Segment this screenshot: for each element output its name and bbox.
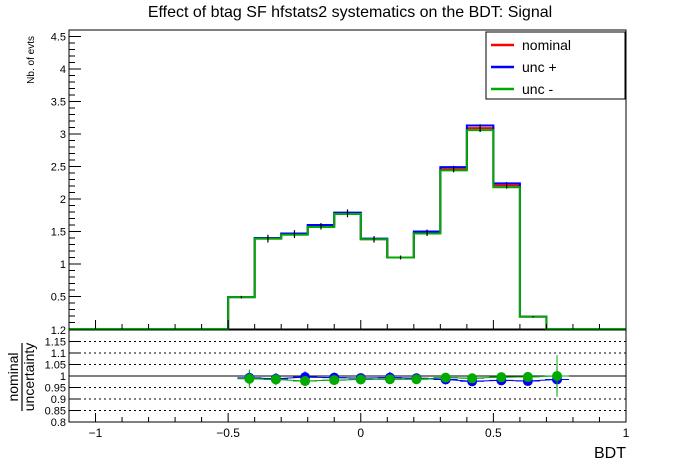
ratio-point (522, 371, 533, 382)
x-tick-label: 0 (357, 426, 364, 440)
histogram-unc-minus (69, 129, 626, 330)
y-tick-label: 4 (60, 64, 66, 76)
chart-title: Effect of btag SF hfstats2 systematics o… (148, 4, 552, 21)
y-tick-label: 1.5 (51, 227, 66, 239)
ratio-point (300, 376, 311, 387)
y-tick-label: 3 (60, 129, 66, 141)
y-tick-label: 0.5 (51, 292, 66, 304)
y-tick-label: 3.5 (51, 97, 66, 109)
ratio-point (440, 372, 451, 383)
ratio-y-tick-label: 1.05 (45, 360, 66, 372)
ratio-y-tick-label: 0.95 (45, 383, 66, 395)
ratio-point (411, 374, 422, 385)
ratio-y-tick-label: 1.2 (51, 325, 66, 337)
legend: nominal unc + unc - (485, 31, 626, 100)
ratio-point (244, 373, 255, 384)
x-tick-label: 0.5 (485, 426, 502, 440)
ratio-y-label: nominal uncertainty (5, 343, 37, 411)
x-axis-label: BDT (594, 445, 626, 462)
y-tick-label: 4.5 (51, 32, 66, 44)
main-axes: 0.5 1 1.5 2 2.5 3 3.5 4 4.5 (51, 32, 81, 323)
histogram-series (69, 124, 626, 330)
ratio-y-tick-label: 1.1 (51, 348, 66, 360)
ratio-y-tick-label: 0.9 (51, 394, 66, 406)
ratio-gridlines (69, 341, 626, 411)
ratio-point (270, 374, 281, 385)
y-axis-label: Nb. of evts (26, 36, 37, 84)
ratio-y-tick-label: 1.15 (45, 337, 66, 349)
ratio-y-tick-label: 0.85 (45, 406, 66, 418)
legend-label: unc + (522, 59, 557, 75)
ratio-point (467, 373, 478, 384)
ratio-point (552, 371, 563, 381)
y-tick-label: 2.5 (51, 162, 66, 174)
x-tick-label: 1 (623, 426, 630, 440)
ratio-ylabel-numerator: nominal (5, 352, 21, 401)
ratio-point (329, 375, 340, 386)
y-tick-label: 2 (60, 194, 66, 206)
ratio-point (384, 374, 395, 385)
x-tick-label: −0.5 (216, 426, 240, 440)
ratio-series (237, 355, 570, 397)
ratio-y-tick-label: 0.8 (51, 417, 66, 429)
histogram-nominal (69, 127, 626, 330)
ratio-point (496, 372, 507, 383)
histogram-unc-plus (69, 124, 626, 330)
x-tick-label: −1 (89, 426, 103, 440)
legend-label: nominal (522, 37, 571, 53)
ratio-y-tick-label: 1 (60, 371, 66, 383)
legend-label: unc - (522, 81, 553, 97)
y-tick-label: 1 (60, 259, 66, 271)
ratio-ylabel-denominator: uncertainty (21, 343, 37, 411)
ratio-point (355, 374, 366, 385)
